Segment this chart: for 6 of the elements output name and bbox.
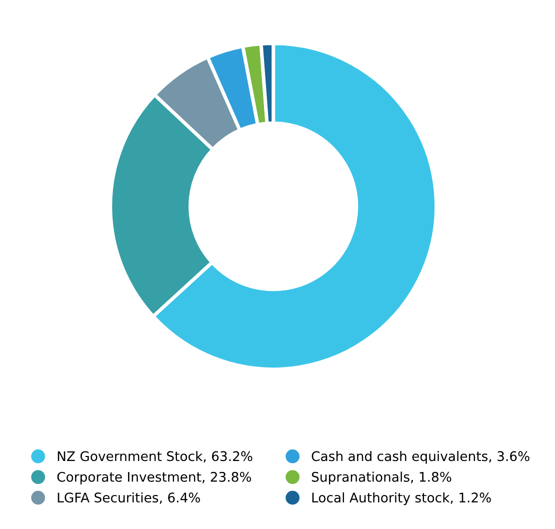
legend-label: NZ Government Stock, 63.2% (58, 450, 252, 463)
legend-label: Cash and cash equivalents, 3.6% (312, 450, 530, 464)
legend-label: Local Authority stock, 1.2% (312, 492, 491, 506)
legend-label: Supranationals, 1.8% (312, 472, 452, 484)
legend-label: LGFA Securities, 6.4% (58, 492, 200, 504)
legend-label: Corporate Investment, 23.8% (57, 472, 252, 484)
